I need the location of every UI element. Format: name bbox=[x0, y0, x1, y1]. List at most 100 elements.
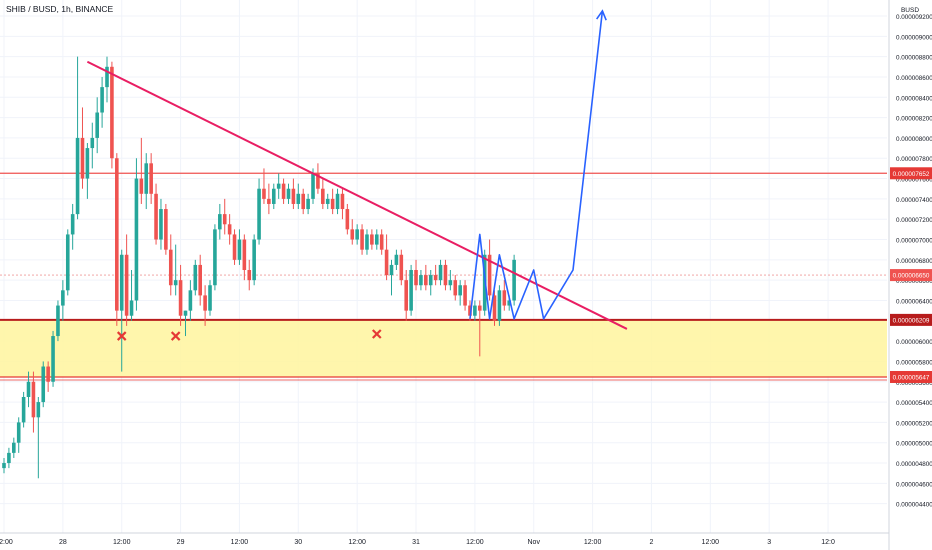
price-tick-label: 0.000004400 bbox=[896, 502, 932, 509]
candle-body bbox=[438, 264, 443, 281]
time-tick-label: Nov bbox=[528, 539, 541, 546]
candle-body bbox=[374, 234, 379, 245]
candle-body bbox=[61, 290, 65, 306]
candle-body bbox=[340, 193, 345, 210]
candle-body bbox=[100, 87, 104, 113]
candle-body bbox=[345, 209, 350, 230]
price-badge bbox=[890, 167, 932, 180]
price-tick-label: 0.000009000 bbox=[896, 34, 932, 41]
time-tick-label: 12:00 bbox=[113, 539, 131, 546]
candle-body bbox=[105, 66, 109, 88]
candle-body bbox=[183, 310, 188, 316]
time-tick-label: 12:0 bbox=[821, 539, 835, 546]
price-badge-label: 0.000006209 bbox=[893, 317, 930, 324]
price-badge bbox=[890, 269, 932, 282]
price-tick-label: 0.000005200 bbox=[896, 420, 932, 427]
symbol-title: SHIB / BUSD, 1h, BINANCE bbox=[6, 4, 114, 14]
price-badge bbox=[890, 313, 932, 326]
candle-body bbox=[257, 188, 261, 240]
candle-body bbox=[237, 239, 242, 260]
candle-body bbox=[124, 254, 129, 316]
price-badge-label: 0.000005647 bbox=[893, 374, 930, 381]
candle-body bbox=[325, 198, 330, 204]
time-tick-label: 2 bbox=[650, 539, 654, 546]
candle-body bbox=[473, 305, 477, 316]
candle-body bbox=[252, 239, 256, 281]
candle-body bbox=[311, 173, 315, 199]
price-tick-label: 0.000009200 bbox=[896, 14, 932, 21]
price-tick-label: 0.000005800 bbox=[896, 359, 932, 366]
price-tick-label: 0.000006000 bbox=[896, 339, 932, 346]
candle-body bbox=[139, 178, 144, 194]
candle-body bbox=[443, 264, 448, 286]
candle-body bbox=[389, 264, 394, 276]
candle-body bbox=[453, 280, 458, 296]
candle-body bbox=[370, 234, 374, 245]
price-tick-label: 0.000005000 bbox=[896, 441, 932, 448]
candle-body bbox=[301, 193, 306, 210]
candle-body bbox=[21, 397, 26, 423]
candle-body bbox=[424, 275, 428, 286]
price-tick-label: 0.000007400 bbox=[896, 197, 932, 204]
candle-body bbox=[306, 198, 310, 210]
projection-arrow-head bbox=[596, 9, 607, 21]
candle-body bbox=[134, 178, 139, 301]
candle-body bbox=[419, 275, 423, 286]
candle-body bbox=[80, 137, 85, 179]
currency-label: BUSD bbox=[901, 7, 919, 14]
price-tick-label: 0.000006800 bbox=[896, 258, 932, 265]
time-tick-label: 30 bbox=[294, 539, 302, 546]
candle-body bbox=[41, 366, 46, 403]
candle-body bbox=[335, 193, 340, 210]
candle-body bbox=[26, 381, 31, 397]
candle-body bbox=[316, 173, 320, 189]
price-badge bbox=[890, 370, 932, 383]
time-tick-label: 12:00 bbox=[584, 539, 602, 546]
candle-body bbox=[119, 254, 124, 311]
rejection-marker bbox=[170, 331, 181, 341]
candle-body bbox=[355, 229, 359, 240]
time-tick-label: 12:00 bbox=[231, 539, 249, 546]
price-tick-label: 0.000004800 bbox=[896, 461, 932, 468]
candle-body bbox=[463, 285, 467, 306]
candle-body bbox=[247, 270, 252, 281]
candle-body bbox=[188, 290, 193, 311]
price-tick-label: 0.000007800 bbox=[896, 156, 932, 163]
rejection-marker bbox=[372, 329, 382, 339]
candle-body bbox=[267, 198, 271, 204]
candle-body bbox=[458, 285, 462, 296]
candle-body bbox=[213, 229, 217, 286]
candlestick-series bbox=[2, 56, 516, 479]
candle-body bbox=[85, 148, 90, 179]
candle-body bbox=[404, 280, 409, 311]
candle-body bbox=[448, 280, 453, 286]
candle-body bbox=[409, 270, 413, 311]
candle-body bbox=[129, 300, 134, 316]
candle-body bbox=[468, 305, 472, 316]
price-tick-label: 0.000008400 bbox=[896, 95, 932, 102]
candle-body bbox=[7, 452, 11, 464]
candle-body bbox=[291, 188, 296, 204]
drawings bbox=[86, 9, 628, 341]
price-tick-label: 0.000008000 bbox=[896, 136, 932, 143]
candle-body bbox=[36, 402, 41, 418]
candle-body bbox=[115, 158, 119, 311]
candle-body bbox=[512, 259, 516, 301]
candle-body bbox=[164, 209, 168, 250]
time-tick-label: 12:00 bbox=[0, 539, 13, 546]
support-zone-layer bbox=[0, 319, 887, 377]
candle-body bbox=[492, 295, 497, 321]
candle-body bbox=[149, 163, 153, 194]
candle-body bbox=[487, 254, 492, 296]
projection-path bbox=[469, 10, 604, 320]
candle-body bbox=[394, 254, 399, 265]
candle-body bbox=[276, 183, 281, 189]
candle-body bbox=[75, 137, 80, 215]
price-tick-label: 0.000006400 bbox=[896, 298, 932, 305]
candle-body bbox=[218, 214, 222, 230]
candle-body bbox=[433, 275, 438, 281]
candle-body bbox=[56, 305, 60, 337]
candle-body bbox=[379, 234, 384, 250]
